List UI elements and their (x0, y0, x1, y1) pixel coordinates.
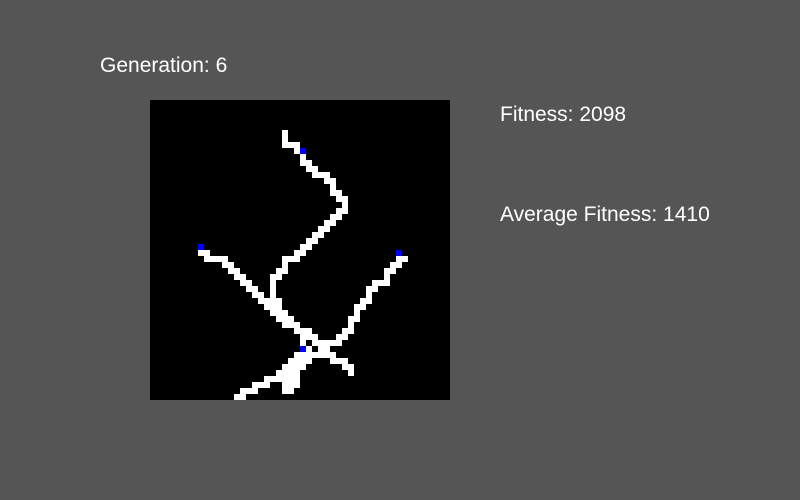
marker-3 (396, 250, 402, 256)
average-fitness-label: Average Fitness: 1410 (500, 203, 710, 226)
structure-connector (270, 274, 276, 292)
structure-connector (234, 394, 240, 400)
agent-left (198, 244, 354, 376)
marker-2 (198, 244, 204, 250)
structure-connector (324, 340, 342, 346)
structure-connector (282, 256, 300, 262)
structure-connector (276, 298, 282, 316)
structure-connector (312, 172, 330, 178)
structure-connector (354, 304, 360, 322)
generation-label: Generation: 6 (100, 54, 228, 77)
structure-layer (198, 130, 408, 400)
structure-connector (348, 316, 354, 334)
simulation-canvas (198, 130, 408, 400)
structure-connector (240, 388, 258, 394)
structure-cell (282, 388, 288, 394)
structure-connector (264, 376, 282, 382)
structure-connector (342, 196, 348, 214)
structure-connector (330, 178, 336, 196)
structure-connector (270, 286, 276, 304)
structure-connector (294, 370, 300, 388)
structure-connector (300, 334, 306, 352)
structure-connector (294, 328, 312, 334)
simulation-board (150, 100, 450, 400)
structure-connector (282, 376, 288, 394)
structure-connector (366, 286, 372, 304)
structure-connector (288, 364, 294, 382)
structure-connector (252, 382, 270, 388)
marker-4 (300, 346, 306, 352)
structure-connector (210, 256, 228, 262)
structure-cell (288, 388, 294, 394)
marker-1 (300, 148, 306, 154)
agent-bottom (234, 346, 312, 400)
structure-connector (384, 268, 390, 286)
fitness-label: Fitness: 2098 (500, 103, 627, 126)
structure-connector (282, 256, 288, 274)
agent-right (288, 256, 408, 394)
structure-connector (372, 280, 390, 286)
structure-connector (282, 322, 300, 328)
marker-layer (198, 148, 402, 352)
structure-cell (348, 370, 354, 376)
